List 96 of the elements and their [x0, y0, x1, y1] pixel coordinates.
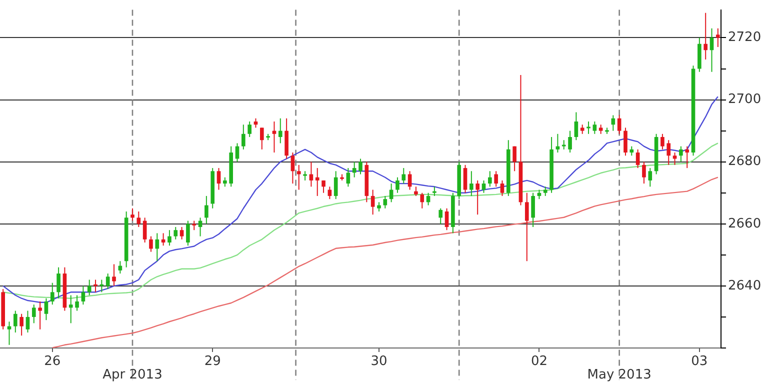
candlestick [438, 208, 443, 224]
candlestick [168, 230, 172, 246]
candlestick [617, 114, 622, 134]
candlestick [685, 146, 690, 169]
candlestick [488, 170, 492, 188]
candlestick [494, 170, 498, 188]
candlestick [444, 208, 449, 231]
x-tick-label: 29 [204, 354, 221, 370]
candlestick [679, 146, 683, 162]
candlestick [56, 266, 60, 299]
candlestick [81, 285, 86, 306]
candlestick [136, 210, 141, 228]
candlestick [322, 180, 326, 194]
x-tick-label: 03 [691, 354, 708, 370]
candlestick [704, 12, 708, 60]
y-tick-label: 2720 [728, 30, 762, 46]
candlestick [334, 170, 338, 200]
candlestick [192, 220, 196, 231]
candlestick [309, 161, 314, 188]
candlestick [242, 124, 246, 150]
candlestick [26, 310, 30, 333]
candlestick [598, 124, 603, 134]
candlestick [106, 273, 110, 290]
candlestick [512, 146, 516, 172]
y-tick-label: 2700 [728, 92, 762, 108]
x-tick-label: 26 [44, 354, 61, 370]
candlestick [482, 180, 486, 194]
candlestick [562, 140, 566, 150]
candlestick [666, 140, 671, 166]
candlestick [20, 313, 24, 336]
candlestick [68, 294, 73, 324]
candlestick [580, 124, 584, 134]
candlestick [377, 202, 381, 212]
candlestick [710, 28, 714, 72]
candlestick [524, 192, 529, 262]
candlestick [186, 220, 190, 246]
candlestick [592, 121, 597, 134]
candlestick [543, 186, 548, 196]
candlestick [149, 236, 153, 252]
candlestick [396, 176, 400, 194]
candlestick [476, 180, 480, 216]
candlestick [624, 127, 628, 156]
text: May 2013 [587, 367, 652, 382]
candlestick [574, 112, 578, 141]
candlestick [50, 282, 54, 306]
candlestick [223, 176, 227, 188]
candlestick [642, 161, 646, 184]
x-tick-label: 02 [530, 354, 548, 370]
candlestick [260, 127, 264, 150]
y-tick-label: 2680 [728, 154, 762, 170]
candlestick [112, 264, 116, 286]
candlestick [13, 310, 18, 333]
candlestick [174, 226, 178, 240]
candlestick [586, 121, 590, 134]
candlestick [470, 170, 474, 196]
y-tick-label: 2640 [728, 278, 762, 294]
candlestick [432, 186, 436, 196]
candlestick [414, 186, 418, 196]
candlestick [44, 298, 48, 321]
x-tick-label: 30 [370, 354, 388, 370]
candlestick [463, 164, 468, 194]
candlestick [180, 226, 184, 240]
candlestick [315, 168, 320, 196]
candlestick [155, 232, 160, 262]
candlestick [636, 148, 640, 169]
candlestick [296, 164, 301, 190]
candlestick [630, 146, 634, 156]
candlestick [402, 168, 406, 184]
candlestick [500, 180, 504, 196]
candlestick [568, 130, 572, 154]
text: Apr 2013 [102, 367, 162, 382]
candlestick [303, 170, 307, 181]
candlestick [204, 195, 208, 224]
candlestick [248, 121, 252, 138]
candlestick [216, 168, 221, 190]
candlestick [531, 192, 535, 228]
candlestick [130, 208, 134, 222]
candlestick [408, 170, 412, 190]
y-tick-label: 2660 [728, 216, 762, 232]
candlestick [383, 195, 388, 209]
candlestick [87, 279, 92, 296]
candlestick [75, 294, 79, 312]
candlestick [358, 158, 362, 175]
candlestick [716, 28, 720, 48]
candlestick [420, 192, 424, 209]
candlestick [38, 300, 42, 330]
candlestick [648, 168, 652, 188]
candlestick [611, 114, 616, 132]
candlestick [142, 217, 147, 244]
candlestick [660, 133, 664, 150]
candlestick [32, 304, 36, 324]
candlestick [278, 118, 282, 144]
candlestick [346, 168, 350, 188]
candlestick [290, 152, 295, 184]
candlestick [94, 279, 98, 293]
candlestick [370, 189, 375, 216]
